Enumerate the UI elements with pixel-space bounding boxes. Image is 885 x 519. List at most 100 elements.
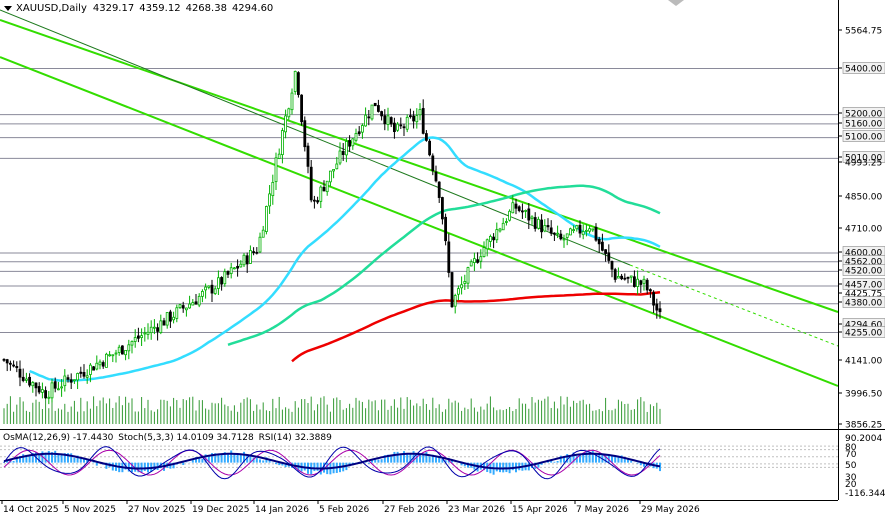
- candle-body: [271, 182, 275, 197]
- price-label-box: [842, 117, 885, 129]
- candle-body: [21, 376, 25, 381]
- candle-body: [98, 361, 102, 366]
- candle-body: [37, 386, 41, 393]
- candle-body: [303, 120, 307, 148]
- candle-body: [440, 197, 444, 220]
- candle-body: [12, 364, 16, 367]
- candle-body: [456, 288, 460, 295]
- ma-mid-line: [227, 184, 661, 346]
- candle-body: [5, 359, 9, 364]
- price-label-box: [842, 296, 885, 308]
- candle-body: [319, 186, 323, 202]
- high-value: 4359.12: [139, 2, 181, 14]
- candle-body: [255, 251, 259, 254]
- candle-body: [140, 335, 144, 338]
- oscillator-panel: [0, 445, 838, 480]
- channel-line: [0, 56, 839, 387]
- candle-body: [290, 92, 294, 111]
- candle-body: [236, 265, 240, 269]
- candle-body: [434, 171, 438, 182]
- price-tick-label: 5200.00: [845, 110, 882, 120]
- candle-body: [581, 231, 585, 236]
- time-tick-label: 14 Oct 2025: [3, 505, 59, 515]
- candle-body: [447, 241, 451, 273]
- close-value: 4294.60: [231, 2, 274, 14]
- candle-body: [556, 232, 559, 235]
- candle-body: [527, 208, 531, 221]
- candle-body: [613, 269, 617, 280]
- candle-body: [373, 102, 377, 107]
- price-tick-label: 4380.00: [845, 299, 882, 309]
- ma-fast-line: [29, 136, 661, 383]
- candle-body: [181, 305, 185, 309]
- candle-body: [322, 186, 326, 192]
- candle-body: [82, 372, 86, 377]
- candle-body: [261, 229, 265, 238]
- candle-body: [658, 308, 662, 313]
- candle-body: [200, 291, 204, 297]
- candle-body: [495, 229, 499, 241]
- candle-body: [165, 312, 169, 326]
- osma-label: OsMA(12,26,9) -17.4430: [3, 433, 114, 443]
- candle-body: [220, 277, 224, 285]
- time-tick-label: 19 Dec 2025: [192, 505, 250, 515]
- candle-body: [111, 354, 115, 357]
- candle-body: [143, 332, 147, 335]
- candle-body: [146, 331, 150, 335]
- candles: [2, 70, 662, 405]
- price-tick-label: 4425.75: [845, 290, 882, 300]
- candle-body: [114, 352, 118, 355]
- candle-body: [28, 376, 32, 386]
- candle-body: [530, 216, 534, 219]
- candle-body: [210, 284, 214, 294]
- candle-body: [79, 371, 83, 374]
- candle-body: [156, 327, 160, 332]
- candle-body: [383, 115, 387, 125]
- candle-body: [645, 279, 649, 291]
- candle-body: [101, 362, 105, 367]
- oscillator-tick-label: 70: [845, 450, 857, 460]
- price-label-box: [842, 278, 885, 290]
- candle-body: [252, 251, 256, 254]
- candle-body: [309, 166, 313, 201]
- candle-body: [239, 263, 243, 268]
- price-label-box: [842, 130, 885, 142]
- candle-body: [162, 320, 166, 326]
- candle-body: [63, 375, 67, 387]
- candle-body: [626, 276, 630, 279]
- candle-body: [242, 254, 246, 266]
- candle-body: [44, 390, 47, 399]
- candle-body: [121, 345, 124, 355]
- price-tick-label: 4562.00: [845, 258, 882, 268]
- candle-body: [194, 301, 198, 305]
- oscillator-tick-label: 90.2004: [845, 434, 882, 444]
- time-tick-label: 23 Mar 2026: [448, 505, 505, 515]
- candle-body: [168, 311, 172, 322]
- candle-body: [498, 228, 502, 232]
- candle-body: [92, 366, 95, 371]
- candle-body: [607, 252, 611, 261]
- candle-body: [540, 219, 543, 233]
- candle-body: [226, 271, 230, 275]
- candle-body: [549, 227, 553, 234]
- candle-body: [136, 335, 140, 339]
- candle-body: [175, 307, 179, 319]
- candle-body: [149, 326, 153, 334]
- candle-body: [565, 233, 569, 238]
- candle-body: [351, 138, 355, 147]
- candle-body: [338, 150, 342, 164]
- candle-body: [248, 250, 252, 264]
- candle-body: [213, 288, 217, 294]
- candle-body: [601, 241, 604, 251]
- price-tick-label: 5564.75: [845, 27, 882, 37]
- candle-body: [335, 163, 339, 170]
- candle-body: [537, 218, 540, 229]
- candle-body: [364, 114, 368, 127]
- candle-body: [418, 109, 422, 116]
- menu-caret-icon[interactable]: [4, 5, 12, 11]
- candle-body: [357, 131, 361, 135]
- candle-body: [392, 122, 396, 132]
- candle-body: [223, 271, 227, 285]
